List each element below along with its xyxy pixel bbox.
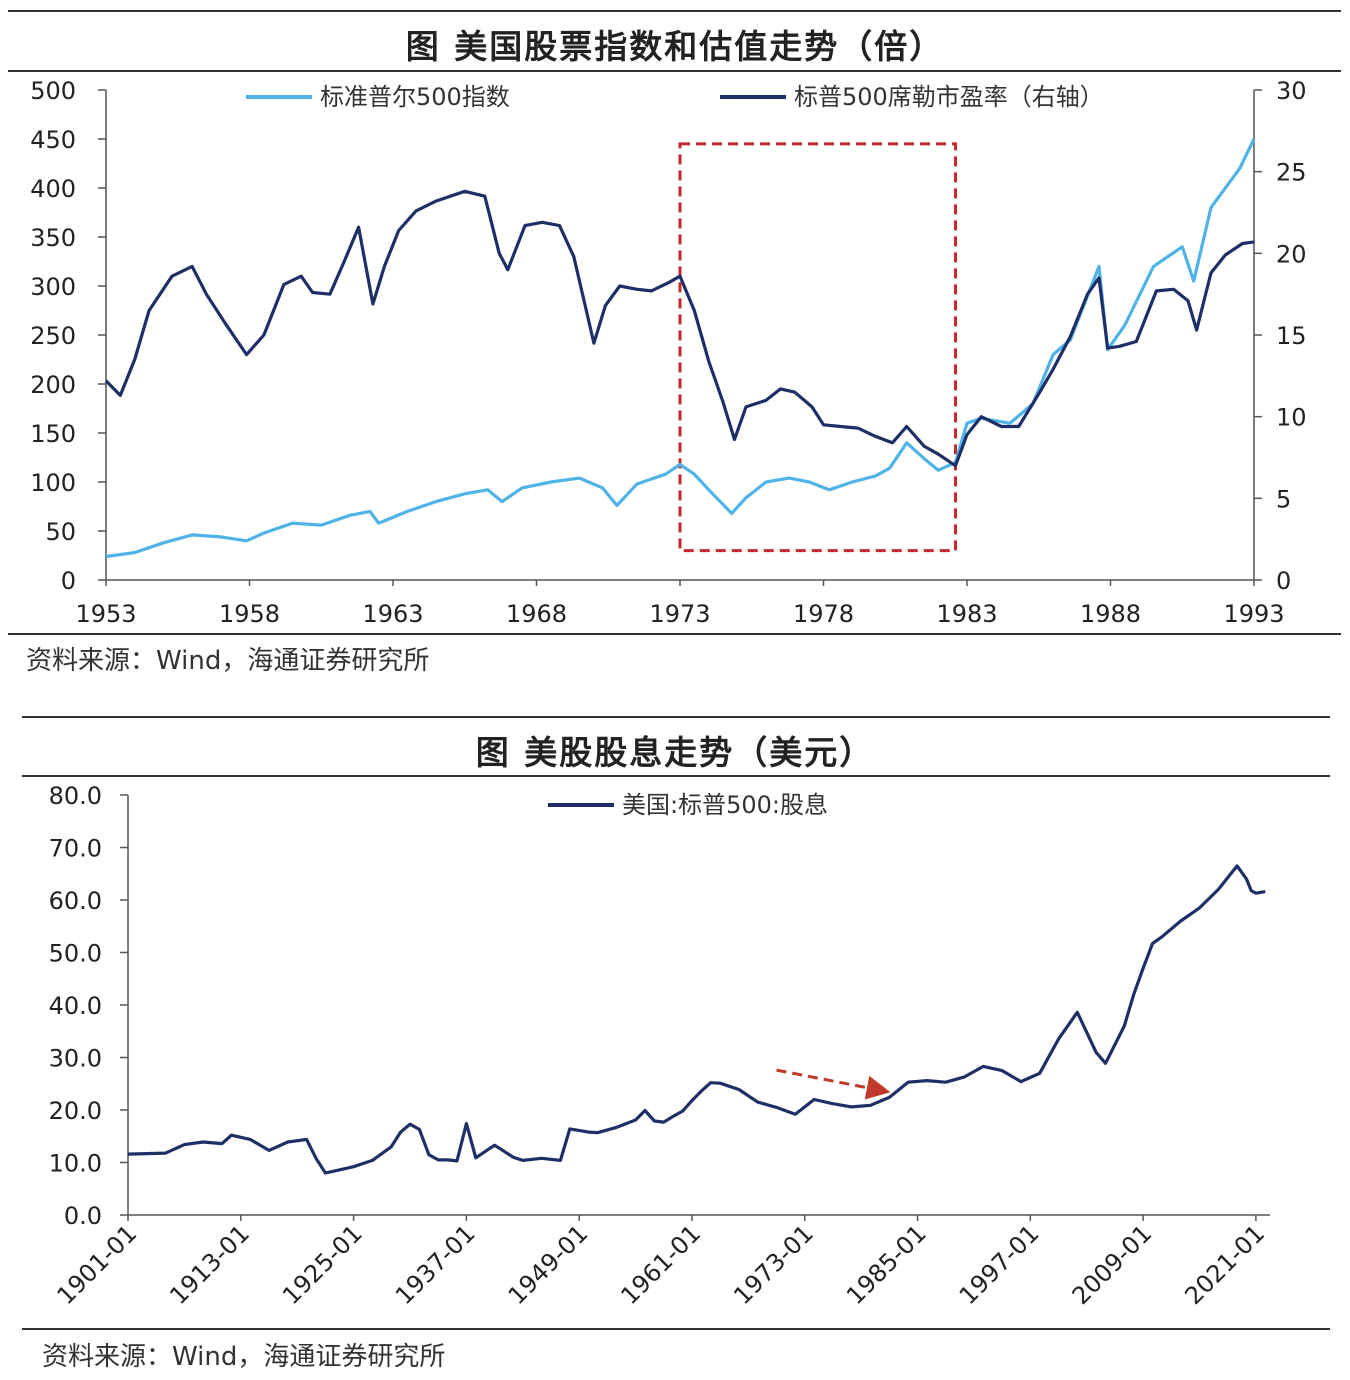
left-tick-label: 250 (30, 322, 76, 350)
x-tick-label: 1997-01 (954, 1219, 1045, 1310)
x-tick-label: 1983 (936, 600, 997, 628)
left-tick-label: 100 (30, 469, 76, 497)
chart1-top-rule (8, 10, 1341, 12)
y-tick-label: 40.0 (49, 992, 102, 1020)
chart1-bottom-rule (8, 633, 1341, 635)
x-tick-label: 1988 (1080, 600, 1141, 628)
x-tick-label: 1901-01 (52, 1219, 143, 1310)
chart2-top-rule (22, 716, 1330, 718)
chart2-title-rule (22, 775, 1330, 777)
left-tick-label: 300 (30, 273, 76, 301)
left-tick-label: 150 (30, 420, 76, 448)
y-tick-label: 60.0 (49, 887, 102, 915)
x-tick-label: 1937-01 (390, 1219, 481, 1310)
left-tick-label: 50 (45, 518, 76, 546)
trend-arrow (776, 1068, 891, 1100)
left-tick-label: 450 (30, 126, 76, 154)
left-tick-label: 500 (30, 77, 76, 105)
x-tick-label: 1973 (649, 600, 710, 628)
right-tick-label: 30 (1276, 77, 1307, 105)
left-tick-label: 400 (30, 175, 76, 203)
right-tick-label: 15 (1276, 322, 1307, 350)
chart2-plot: 80.0 70.0 60.0 50.0 40.0 30.0 20.0 10.0 0.0 1901… (49, 782, 1271, 1310)
chart2-title: 图 美股股息走势（美元） (475, 733, 875, 772)
chart2-bottom-rule (22, 1328, 1330, 1330)
y-tick-label: 80.0 (49, 782, 102, 810)
left-tick-label: 0 (61, 567, 76, 595)
right-tick-label: 10 (1276, 404, 1307, 432)
y-tick-label: 50.0 (49, 940, 102, 968)
chart2-source: 资料来源：Wind，海通证券研究所 (42, 1342, 446, 1372)
x-tick-label: 1978 (793, 600, 854, 628)
x-tick-label: 1968 (506, 600, 567, 628)
legend-label-sp500: 标准普尔500指数 (320, 83, 510, 111)
x-tick-label: 1949-01 (503, 1219, 594, 1310)
right-tick-label: 20 (1276, 240, 1307, 268)
chart1-title: 图 美国股票指数和估值走势（倍） (405, 27, 945, 66)
legend-label-dividend: 美国:标普500:股息 (622, 791, 828, 819)
x-tick-label: 1973-01 (728, 1219, 819, 1310)
x-tick-label: 1961-01 (615, 1219, 706, 1310)
right-tick-label: 0 (1276, 567, 1291, 595)
y-tick-label: 70.0 (49, 835, 102, 863)
x-tick-label: 1925-01 (277, 1219, 368, 1310)
y-tick-label: 20.0 (49, 1097, 102, 1125)
x-tick-label: 1993 (1223, 600, 1284, 628)
shiller-pe-line (104, 189, 1255, 468)
right-tick-label: 5 (1276, 485, 1291, 513)
y-tick-label: 0.0 (64, 1202, 102, 1230)
dividend-line (127, 864, 1266, 1175)
y-tick-label: 30.0 (49, 1045, 102, 1073)
x-tick-label: 2021-01 (1179, 1219, 1270, 1310)
chart1-title-rule (8, 70, 1341, 72)
x-tick-label: 1985-01 (841, 1219, 932, 1310)
right-tick-label: 25 (1276, 159, 1307, 187)
highlight-box (678, 142, 958, 553)
x-tick-label: 1958 (219, 600, 280, 628)
legend-label-shiller-pe: 标普500席勒市盈率（右轴） (794, 83, 1104, 111)
left-tick-label: 200 (30, 371, 76, 399)
y-tick-label: 10.0 (49, 1150, 102, 1178)
x-tick-label: 1913-01 (164, 1219, 255, 1310)
x-tick-label: 1953 (75, 600, 136, 628)
x-tick-label: 1963 (362, 600, 423, 628)
x-tick-label: 2009-01 (1067, 1219, 1158, 1310)
left-tick-label: 350 (30, 224, 76, 252)
chart1-source: 资料来源：Wind，海通证券研究所 (26, 646, 430, 676)
